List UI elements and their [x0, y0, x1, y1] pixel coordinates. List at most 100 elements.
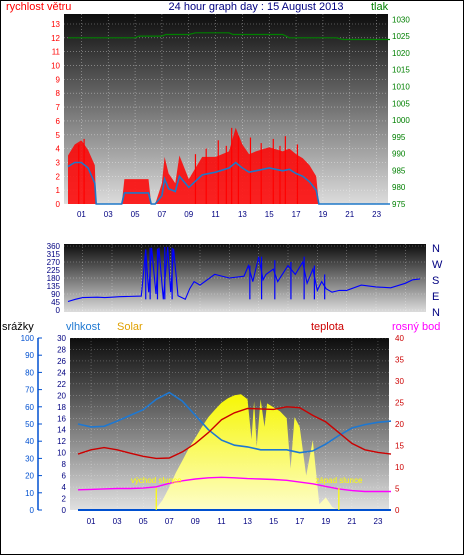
direction-tick-label: 270: [47, 258, 61, 267]
humidity-tick-label: 18: [57, 403, 66, 412]
compass-label: W: [432, 259, 443, 271]
temperature-tick-label: 15: [395, 442, 404, 451]
compass-label: E: [432, 291, 439, 303]
wind-tick-label: 10: [51, 62, 60, 71]
wind-tick-label: 7: [56, 103, 61, 112]
wind-pressure-panel: rychlost větru 24 hour graph day : 15 Au…: [6, 1, 410, 219]
weather-x-axis: 01 03 05 07 09 11 13 15 17 19 21 23: [87, 517, 383, 526]
humidity-tick-label: 24: [57, 368, 66, 377]
temperature-tick-label: 35: [395, 356, 404, 365]
pressure-line: [68, 32, 390, 41]
rain-tick-label: 90: [25, 351, 34, 360]
direction-tick-label: 315: [47, 250, 61, 259]
hour-tick-label: 21: [347, 517, 356, 526]
hour-tick-label: 17: [295, 517, 304, 526]
direction-grid: [64, 244, 426, 312]
pressure-tick-label: 1010: [392, 83, 410, 92]
humidity-tick-label: 28: [57, 345, 66, 354]
pressure-tick-label: 1025: [392, 32, 410, 41]
pressure-tick-label: 1000: [392, 116, 410, 125]
humidity-tick-label: 0: [62, 506, 67, 515]
rain-tick-label: 0: [30, 506, 35, 515]
direction-series: [67, 246, 421, 303]
hour-tick-label: 05: [139, 517, 148, 526]
sunset-label: západ slunce: [315, 476, 363, 485]
rain-label: srážky: [2, 321, 34, 333]
pressure-tick-label: 975: [392, 200, 406, 209]
humidity-tick-label: 16: [57, 414, 66, 423]
dew-point-label: rosný bod: [392, 321, 440, 333]
sunrise-label: východ slunce: [131, 476, 182, 485]
pressure-tick-label: 980: [392, 183, 406, 192]
direction-tick-label: 90: [51, 290, 60, 299]
wind-tick-label: 6: [56, 117, 61, 126]
wind-average-line: [67, 161, 390, 205]
temperature-label: teplota: [311, 321, 345, 333]
hour-tick-label: 03: [104, 210, 113, 219]
sun-annotations: východ slunce západ slunce: [131, 476, 363, 510]
wind-gust-area: [68, 127, 390, 204]
direction-tick-label: 225: [47, 266, 61, 275]
wind-tick-label: 5: [56, 131, 61, 140]
humidity-tick-label: 26: [57, 357, 66, 366]
hour-tick-label: 09: [184, 210, 193, 219]
rain-tick-label: 60: [25, 403, 34, 412]
humidity-line: [77, 391, 392, 454]
wind-tick-label: 8: [56, 89, 61, 98]
temperature-tick-label: 30: [395, 377, 404, 386]
rain-tick-label: 70: [25, 386, 34, 395]
rain-y-axis: 0 10 20 30 40 50 60 70 80 90 100: [21, 334, 42, 515]
temperature-y-axis: 0 5 10 15 20 25 30 35 40: [395, 334, 404, 515]
wind-tick-label: 9: [56, 75, 61, 84]
compass-label: N: [432, 307, 440, 319]
rain-tick-label: 80: [25, 368, 34, 377]
wind-tick-label: 4: [56, 145, 61, 154]
temperature-line: [77, 406, 392, 460]
hour-tick-label: 19: [318, 210, 327, 219]
hour-tick-label: 15: [269, 517, 278, 526]
solar-series: [78, 394, 391, 510]
rain-tick-label: 100: [21, 334, 35, 343]
humidity-tick-label: 12: [57, 437, 66, 446]
wind-tick-label: 2: [56, 172, 61, 181]
humidity-tick-label: 6: [62, 472, 67, 481]
pressure-tick-label: 985: [392, 166, 406, 175]
hour-tick-label: 13: [238, 210, 247, 219]
temperature-tick-label: 0: [395, 506, 400, 515]
wind-series: [67, 32, 390, 205]
wind-tick-label: 1: [56, 186, 61, 195]
rain-tick-label: 10: [25, 489, 34, 498]
direction-tick-label: 0: [56, 306, 61, 315]
hour-tick-label: 07: [157, 210, 166, 219]
pressure-tick-label: 995: [392, 133, 406, 142]
hour-tick-label: 01: [77, 210, 86, 219]
hour-tick-label: 05: [131, 210, 140, 219]
rain-tick-label: 40: [25, 437, 34, 446]
hour-tick-label: 11: [217, 517, 226, 526]
rain-tick-label: 50: [25, 420, 34, 429]
temperature-tick-label: 5: [395, 485, 400, 494]
humidity-tick-label: 4: [62, 483, 67, 492]
direction-tick-label: 180: [47, 274, 61, 283]
temperature-tick-label: 20: [395, 420, 404, 429]
wind-tick-label: 13: [51, 20, 60, 29]
direction-tick-label: 360: [47, 242, 61, 251]
wind-tick-label: 12: [51, 34, 60, 43]
rain-tick-label: 20: [25, 472, 34, 481]
temperature-tick-label: 40: [395, 334, 404, 343]
humidity-tick-label: 22: [57, 380, 66, 389]
hour-tick-label: 09: [191, 517, 200, 526]
humidity-tick-label: 14: [57, 426, 66, 435]
rain-tick-label: 30: [25, 454, 34, 463]
hour-tick-label: 15: [265, 210, 274, 219]
hour-tick-label: 23: [372, 210, 381, 219]
humidity-tick-label: 8: [62, 460, 67, 469]
hour-tick-label: 01: [87, 517, 96, 526]
pressure-tick-label: 1015: [392, 66, 410, 75]
pressure-tick-label: 1030: [392, 15, 410, 24]
